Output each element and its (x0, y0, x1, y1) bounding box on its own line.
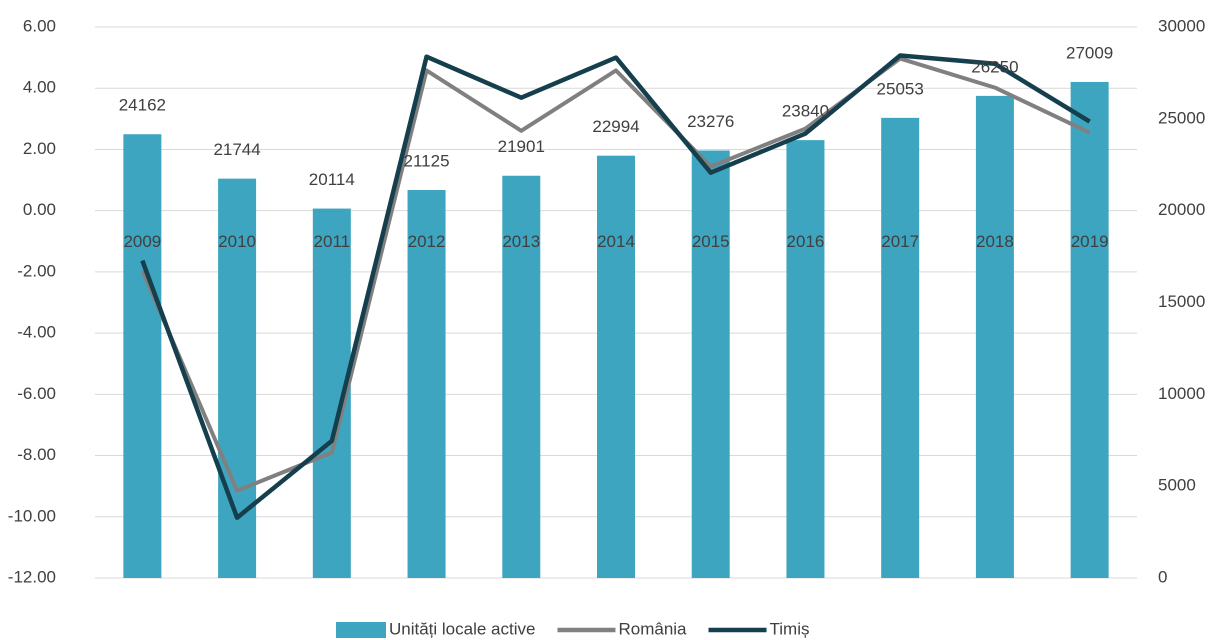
y-tick-label: 0.00 (23, 200, 56, 219)
data-label: 21744 (213, 140, 260, 159)
legend-label: Timiș (770, 619, 810, 638)
y-tick-label: 6.00 (23, 16, 56, 35)
y-tick-label: -2.00 (17, 261, 56, 280)
data-label: 22994 (592, 117, 639, 136)
data-label: 24162 (119, 96, 166, 115)
bar (975, 95, 1014, 578)
y2-tick-label: 5000 (1158, 476, 1196, 495)
y-tick-label: -6.00 (17, 384, 56, 403)
bar (597, 155, 635, 578)
data-label: 21125 (404, 151, 450, 170)
y-tick-label: -12.00 (8, 567, 56, 586)
y2-tick-label: 25000 (1158, 108, 1205, 127)
x-tick-label: 2009 (123, 232, 161, 251)
y2-tick-label: 20000 (1158, 200, 1205, 219)
x-tick-label: 2019 (1071, 232, 1109, 251)
data-label: 25053 (877, 79, 924, 98)
y-tick-label: -10.00 (8, 506, 56, 525)
bar (786, 140, 825, 578)
data-label: 20114 (309, 170, 355, 189)
x-tick-label: 2010 (218, 232, 256, 251)
y-tick-label: -8.00 (17, 445, 56, 464)
x-tick-label: 2011 (314, 232, 351, 251)
x-tick-label: 2015 (692, 232, 730, 251)
y2-tick-label: 15000 (1158, 292, 1205, 311)
legend-swatch (336, 622, 386, 638)
data-label: 23276 (687, 112, 734, 131)
data-label: 26250 (971, 57, 1018, 76)
x-tick-label: 2016 (787, 232, 825, 251)
bar (502, 175, 541, 578)
bar (123, 134, 162, 578)
y2-tick-label: 10000 (1158, 384, 1205, 403)
x-tick-label: 2018 (976, 232, 1014, 251)
bar (1070, 81, 1109, 579)
x-tick-label: 2017 (881, 232, 919, 251)
data-label: 27009 (1066, 43, 1113, 62)
y2-tick-label: 30000 (1158, 16, 1205, 35)
data-label: 23840 (782, 102, 829, 121)
bar (691, 150, 730, 578)
y-tick-label: 4.00 (23, 78, 56, 97)
x-tick-label: 2013 (502, 232, 540, 251)
y-tick-label: 2.00 (23, 139, 56, 158)
line (140, 53, 1091, 520)
y-tick-label: -4.00 (17, 323, 56, 342)
bar (881, 117, 920, 579)
data-label: 21901 (498, 137, 545, 156)
x-tick-label: 2012 (408, 232, 446, 251)
legend-label: Unități locale active (389, 619, 535, 638)
bar (407, 190, 446, 579)
legend-label: România (618, 619, 687, 638)
x-tick-label: 2014 (597, 232, 635, 251)
y2-tick-label: 0 (1158, 567, 1167, 586)
